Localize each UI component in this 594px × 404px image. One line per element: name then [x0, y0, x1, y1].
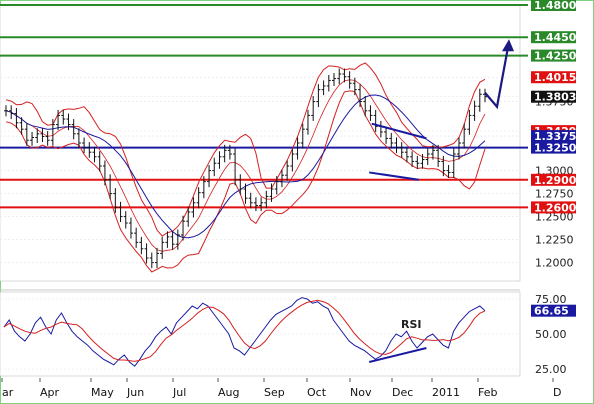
price-tick-label: 1.2500 — [535, 211, 574, 224]
price-badge-label: 1.4250 — [534, 50, 577, 63]
x-tick-label: May — [91, 386, 114, 399]
x-tick-label: Sep — [264, 386, 285, 399]
x-tick-label: D — [553, 386, 561, 399]
last-price-badge — [531, 90, 576, 103]
price-badge-label: 1.3375 — [534, 130, 576, 143]
price-tick-label: 1.2000 — [535, 257, 574, 270]
price-badge-label: 1.3250 — [534, 142, 577, 155]
support-trendline-line — [369, 171, 419, 181]
price-badge — [531, 31, 576, 44]
rsi-last-badge — [531, 304, 576, 317]
x-tick-label: Jul — [172, 386, 186, 399]
rsi-signal-line — [3, 299, 486, 362]
rsi-tick-label: 25.00 — [535, 363, 567, 376]
rsi-last-label: 66.65 — [534, 305, 569, 318]
price-tick-label: 1.2750 — [535, 188, 574, 201]
price-badge-label: 1.2600 — [534, 201, 577, 214]
price-badge-label: 1.4800 — [534, 0, 577, 12]
x-tick-label: 2011 — [432, 386, 460, 399]
price-badge — [531, 71, 576, 84]
x-tick-label: ar — [2, 386, 14, 399]
price-badge-label: 1.2900 — [534, 174, 577, 187]
resistance-trendline-line — [371, 122, 427, 140]
last-price-label: 1.3803 — [534, 91, 576, 104]
price-badge-label: 1.4015 — [534, 71, 576, 84]
price-annotations — [369, 39, 514, 181]
projection-arrow-head — [502, 39, 514, 52]
price-badge — [531, 130, 576, 143]
rsi-lines — [3, 297, 486, 367]
price-plot-area — [0, 4, 521, 282]
price-badge — [531, 173, 576, 186]
projection-arrow-line — [484, 47, 510, 110]
x-tick-label: Nov — [350, 386, 372, 399]
rsi-title: RSI — [401, 318, 422, 331]
lower-band-line — [5, 90, 486, 273]
rsi-tick-label: 75.00 — [535, 293, 567, 306]
rsi-axis: 75.00 50.00 25.00 66.65 — [531, 293, 576, 376]
price-badge — [531, 0, 576, 11]
price-badge — [531, 141, 576, 154]
x-tick-label: Aug — [218, 386, 239, 399]
x-tick-label: Feb — [478, 386, 497, 399]
price-pane: 1.48001.44501.42501.40151.38031.37501.34… — [0, 0, 577, 282]
price-tick-label: 1.2250 — [535, 234, 574, 247]
price-bars — [4, 68, 487, 269]
upper-band-line — [5, 62, 486, 237]
x-tick-label: Dec — [392, 386, 413, 399]
rsi-pane: 75.00 50.00 25.00 66.65 RSI — [0, 291, 576, 377]
rsi-series-line — [3, 297, 486, 367]
price-badge — [531, 201, 576, 214]
x-tick-label: Apr — [40, 386, 60, 399]
price-badges: 1.48001.44501.42501.40151.34291.33751.32… — [531, 0, 577, 214]
rsi-trendline — [368, 347, 427, 363]
rsi-tick-label: 50.00 — [535, 328, 567, 341]
x-tick-label: Jun — [126, 386, 144, 399]
x-tick-label: Oct — [307, 386, 327, 399]
price-badge-label: 1.4450 — [534, 31, 577, 44]
price-badge — [531, 49, 576, 62]
x-axis: ar Apr May Jun Jul Aug Sep Oct Nov Dec 2011 Feb D — [1, 378, 561, 399]
